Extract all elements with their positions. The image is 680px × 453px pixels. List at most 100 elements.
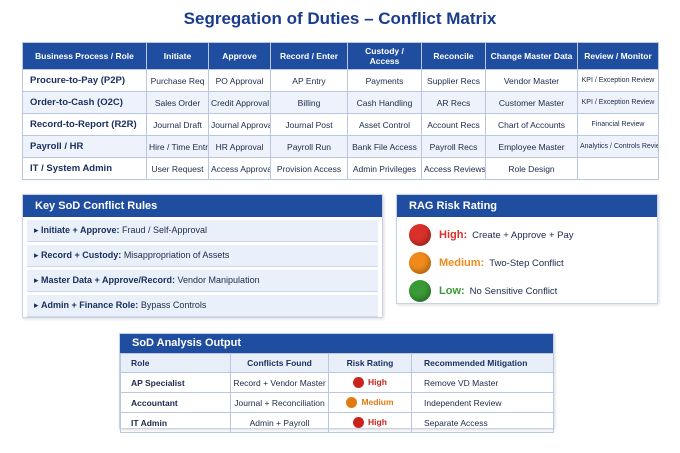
header-cell: Initiate (146, 42, 209, 70)
matrix-cell: AP Entry (270, 69, 348, 92)
risk-cell: Medium (328, 392, 412, 413)
matrix-row: Record-to-Report (R2R) Journal Draft Journ… (22, 113, 659, 136)
matrix-cell: Provision Access (270, 157, 348, 180)
matrix-cell: HR Approval (208, 135, 271, 158)
output-table: Role Conflicts Found Risk Rating Recommende… (120, 353, 554, 433)
matrix-row: Order-to-Cash (O2C) Sales Order Credit App… (22, 91, 659, 114)
matrix-cell: Journal Draft (146, 113, 209, 136)
header-cell: Change Master Data (485, 42, 578, 70)
header-cell: Reconcile (421, 42, 486, 70)
rule-arrow: ▸ (34, 225, 42, 235)
rule-text: Bypass Controls (140, 300, 207, 310)
header-cell: Business Process / Role (22, 42, 147, 70)
output-row: IT Admin Admin + Payroll High Separate Acce… (120, 412, 554, 433)
header-cell: Review / Monitor (577, 42, 659, 70)
output-cell: Admin + Payroll (230, 412, 329, 433)
matrix-cell: Bank File Access (347, 135, 422, 158)
conflict-matrix: Business Process / Role Initiate Approve Re… (22, 42, 659, 180)
risk-dot (353, 417, 365, 429)
matrix-cell: Cash Handling (347, 91, 422, 114)
matrix-cell: Payroll Recs (421, 135, 486, 158)
rule-label: Admin + Finance Role: (41, 300, 139, 310)
matrix-cell: Analytics / Controls Review (577, 135, 659, 158)
panel-title: RAG Risk Rating (397, 195, 657, 217)
matrix-cell: Admin Privileges (347, 157, 422, 180)
matrix-cell: Customer Master (485, 91, 578, 114)
rag-label: High: (439, 229, 468, 241)
matrix-cell: Payments (347, 69, 422, 92)
header-cell: Conflicts Found (230, 353, 329, 373)
header-cell: Recommended Mitigation (411, 353, 554, 373)
output-cell: Separate Access (411, 412, 554, 433)
matrix-cell: Account Recs (421, 113, 486, 136)
matrix-cell: Payroll / HR (22, 135, 147, 158)
rule-text: Vendor Manipulation (177, 275, 260, 285)
rule-item: ▸ Record + Custody: Misappropriation of … (27, 245, 378, 267)
output-row: AP Specialist Record + Vendor Master High R… (120, 372, 554, 393)
output-cell: Journal + Reconciliation (230, 392, 329, 413)
risk-dot (353, 377, 365, 389)
matrix-cell: User Request (146, 157, 209, 180)
header-row: Role Conflicts Found Risk Rating Recommende… (120, 353, 554, 373)
rule-text: Misappropriation of Assets (123, 250, 230, 260)
rule-arrow: ▸ (34, 275, 42, 285)
matrix-cell: Procure-to-Pay (P2P) (22, 69, 147, 92)
matrix-cell: IT / System Admin (22, 157, 147, 180)
matrix-cell: Journal Post (270, 113, 348, 136)
output-cell: AP Specialist (120, 372, 231, 393)
rag-text: Create + Approve + Pay (472, 229, 574, 241)
page-title: Segregation of Duties – Conflict Matrix (183, 9, 497, 28)
risk-label: Medium (361, 396, 394, 407)
header-cell: Risk Rating (328, 353, 412, 373)
matrix-cell: Employee Master (485, 135, 578, 158)
rag-label: Low: (439, 285, 465, 297)
rag-text: Two-Step Conflict (489, 257, 564, 269)
matrix-row: IT / System Admin User Request Access Appr… (22, 157, 659, 180)
header-cell: Custody / Access (347, 42, 422, 70)
matrix-row: Payroll / HR Hire / Time Entry HR Approval… (22, 135, 659, 158)
matrix-cell: Sales Order (146, 91, 209, 114)
rag-label: Medium: (439, 257, 485, 269)
rule-label: Record + Custody: (41, 250, 122, 260)
rag-item: Medium: Two-Step Conflict (397, 249, 657, 277)
matrix-cell: Chart of Accounts (485, 113, 578, 136)
rag-dot (409, 252, 431, 274)
matrix-cell: Supplier Recs (421, 69, 486, 92)
matrix-cell (577, 157, 659, 180)
rule-arrow: ▸ (34, 300, 42, 310)
rag-text: No Sensitive Conflict (469, 285, 558, 297)
output-cell: Remove VD Master (411, 372, 554, 393)
matrix-row: Procure-to-Pay (P2P) Purchase Req PO Appro… (22, 69, 659, 92)
risk-dot (346, 397, 358, 409)
output-panel: SoD Analysis Output Role Conflicts Found R… (119, 333, 554, 433)
matrix-cell: KPI / Exception Review (577, 91, 659, 114)
matrix-cell: Role Design (485, 157, 578, 180)
risk-cell: High (328, 372, 412, 393)
matrix-cell: PO Approval (208, 69, 271, 92)
header-cell: Role (120, 353, 231, 373)
output-cell: Record + Vendor Master (230, 372, 329, 393)
rag-item: High: Create + Approve + Pay (397, 221, 657, 249)
panel-title: Key SoD Conflict Rules (23, 195, 382, 217)
matrix-cell: Financial Review (577, 113, 659, 136)
risk-label: High (368, 416, 387, 427)
rule-label: Initiate + Approve: (41, 225, 120, 235)
risk-cell: High (328, 412, 412, 433)
output-cell: IT Admin (120, 412, 231, 433)
header-cell: Record / Enter (270, 42, 348, 70)
rag-dot (409, 224, 431, 246)
matrix-cell: AR Recs (421, 91, 486, 114)
output-cell: Independent Review (411, 392, 554, 413)
header-row: Business Process / Role Initiate Approve Re… (22, 42, 659, 70)
rule-text: Fraud / Self-Approval (121, 225, 208, 235)
output-row: Accountant Journal + Reconciliation Medium… (120, 392, 554, 413)
rag-panel: RAG Risk Rating High: Create + Approve + … (396, 194, 658, 304)
matrix-cell: Access Approval (208, 157, 271, 180)
header-cell: Approve (208, 42, 271, 70)
rule-item: ▸ Master Data + Approve/Record: Vendor M… (27, 270, 378, 292)
matrix-cell: Access Reviews (421, 157, 486, 180)
output-cell: Accountant (120, 392, 231, 413)
rag-dot (409, 280, 431, 302)
matrix-cell: Hire / Time Entry (146, 135, 209, 158)
matrix-cell: KPI / Exception Review (577, 69, 659, 92)
